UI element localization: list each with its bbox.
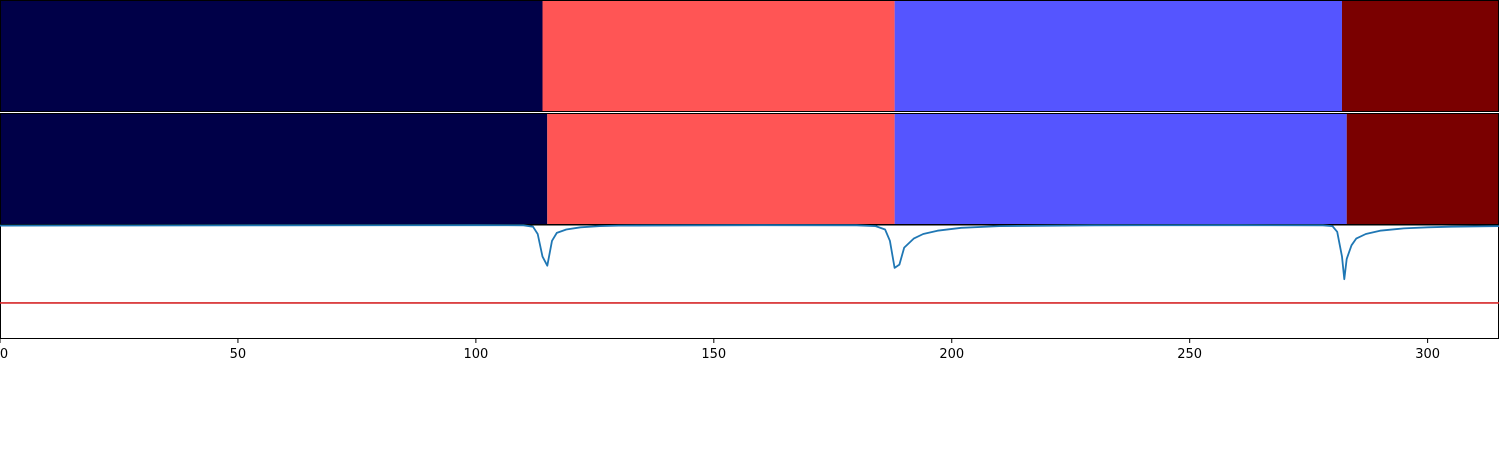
x-tick-label-250: 250 (1177, 347, 1202, 362)
line-panel (0, 225, 1499, 338)
series-line (0, 225, 1499, 279)
segment-2-1 (0, 113, 547, 225)
segment-bar-1 (0, 0, 1499, 112)
segment-1-2 (542, 0, 894, 112)
segment-bar-2 (0, 113, 1499, 225)
x-tick-label-0: 0 (0, 347, 8, 362)
segment-bars (0, 0, 1499, 225)
segment-1-4 (1342, 0, 1499, 112)
x-tick-label-50: 50 (230, 347, 247, 362)
x-tick-label-300: 300 (1415, 347, 1440, 362)
segment-1-1 (0, 0, 542, 112)
segment-1-3 (895, 0, 1342, 112)
segment-2-3 (895, 113, 1347, 225)
segment-2-4 (1347, 113, 1499, 225)
x-axis: 0 50 100 150 200 250 300 (0, 338, 1499, 362)
x-tick-label-150: 150 (701, 347, 726, 362)
x-tick-label-100: 100 (463, 347, 488, 362)
segment-2-2 (547, 113, 894, 225)
x-tick-label-200: 200 (939, 347, 964, 362)
